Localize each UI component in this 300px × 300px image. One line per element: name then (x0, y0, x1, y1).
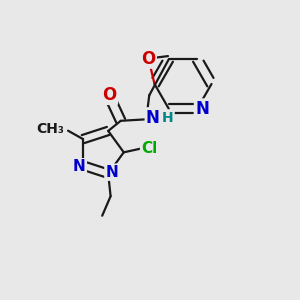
Text: N: N (195, 100, 209, 118)
Text: O: O (141, 50, 156, 68)
Text: Cl: Cl (141, 141, 158, 156)
Text: N: N (105, 165, 118, 180)
Text: CH₃: CH₃ (36, 122, 64, 136)
Text: O: O (103, 86, 117, 104)
Text: N: N (146, 109, 160, 127)
Text: H: H (162, 110, 174, 124)
Text: N: N (73, 159, 86, 174)
